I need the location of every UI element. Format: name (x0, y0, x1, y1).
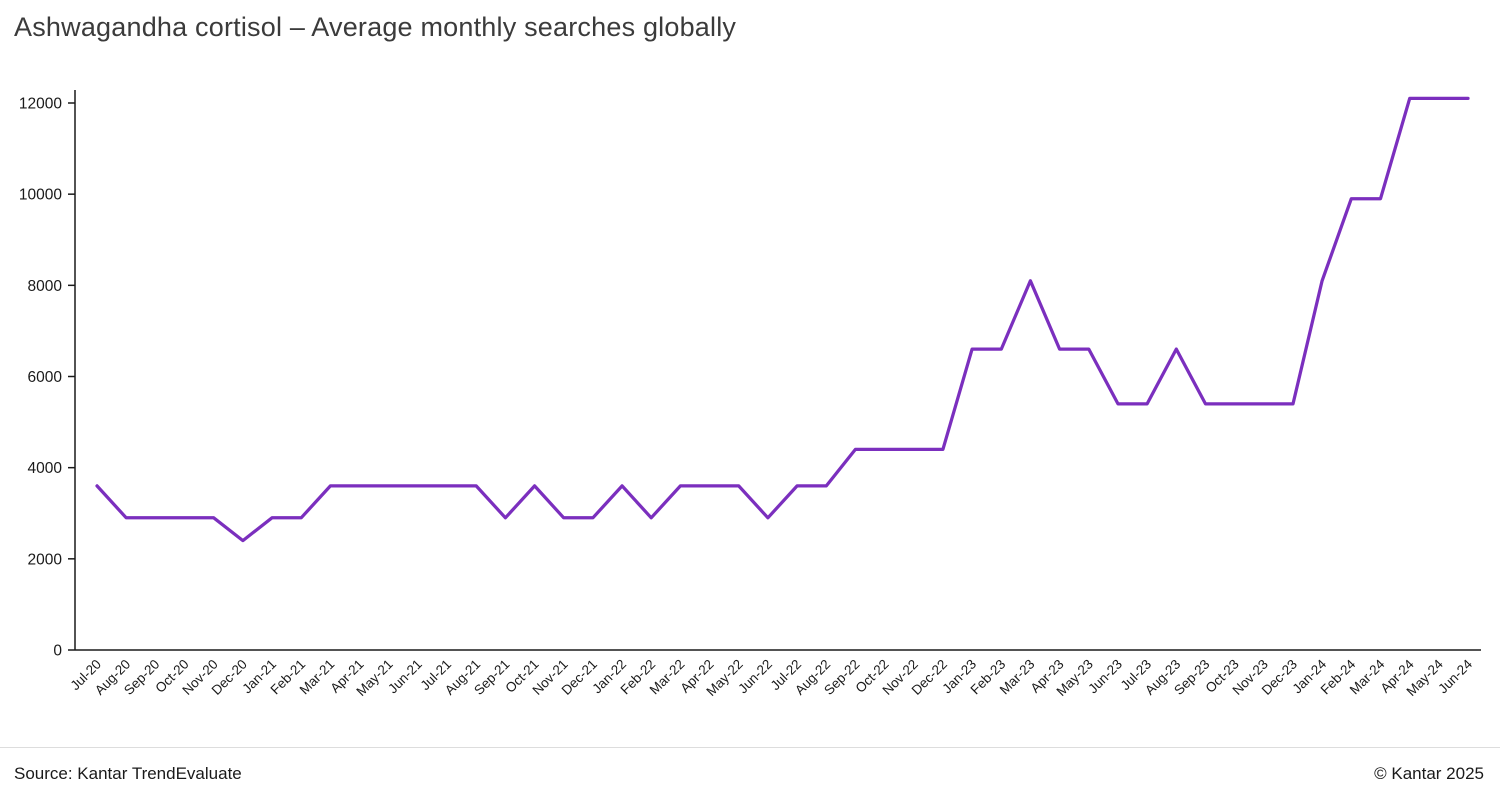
y-tick-label: 10000 (19, 187, 62, 204)
chart-title: Ashwagandha cortisol – Average monthly s… (14, 12, 737, 42)
y-tick-label: 2000 (28, 551, 63, 568)
copyright-text: © Kantar 2025 (1374, 764, 1484, 783)
y-tick-label: 0 (53, 643, 62, 660)
footer: Source: Kantar TrendEvaluate © Kantar 20… (0, 747, 1500, 800)
source-text: Source: Kantar TrendEvaluate (14, 764, 242, 783)
line-chart-svg: 020004000600080001000012000Jul-20Aug-20S… (19, 90, 1481, 699)
trend-line (95, 96, 1470, 543)
line-chart: 0 2000 4000 6000 8000 10000 12000 Jul-20 Aug-20 S… (0, 60, 1500, 720)
y-tick-label: 12000 (19, 96, 62, 113)
x-tick-label: Jun-24 (1435, 656, 1475, 696)
y-tick-label: 4000 (28, 460, 63, 477)
y-tick-label: 6000 (28, 369, 63, 386)
y-tick-label: 8000 (28, 278, 63, 295)
